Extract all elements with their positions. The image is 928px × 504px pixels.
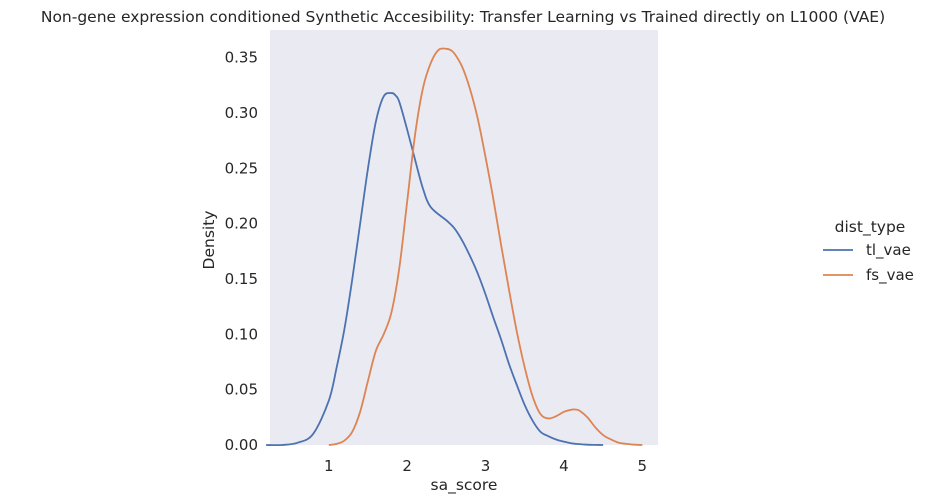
legend-label-fs-vae: fs_vae [866,266,914,285]
y-tick-label: 0.20 [225,215,258,233]
y-tick-label: 0.05 [225,381,258,399]
y-tick-label: 0.35 [225,49,258,67]
x-axis-label: sa_score [431,476,498,495]
y-axis: 0.00 0.05 0.10 0.15 0.20 0.25 0.30 0.35 [225,49,258,454]
x-tick-label: 5 [638,457,648,475]
x-tick-label: 3 [481,457,491,475]
y-tick-label: 0.30 [225,104,258,122]
legend: dist_type tl_vae fs_vae [823,218,914,285]
x-axis: 1 2 3 4 5 [324,457,647,475]
series-line-tl-vae [266,92,604,447]
x-tick-label: 4 [559,457,569,475]
y-tick-label: 0.10 [225,325,258,343]
series-line-fs-vae [328,47,643,446]
y-tick-label: 0.00 [225,436,258,454]
legend-title: dist_type [835,218,906,237]
y-tick-label: 0.15 [225,270,258,288]
y-axis-label: Density [200,211,218,270]
x-tick-label: 2 [402,457,412,475]
series-lines [266,47,643,447]
plot-area [270,30,658,445]
legend-label-tl-vae: tl_vae [866,241,911,260]
chart-title: Non-gene expression conditioned Syntheti… [41,8,885,26]
y-tick-label: 0.25 [225,159,258,177]
x-tick-label: 1 [324,457,334,475]
